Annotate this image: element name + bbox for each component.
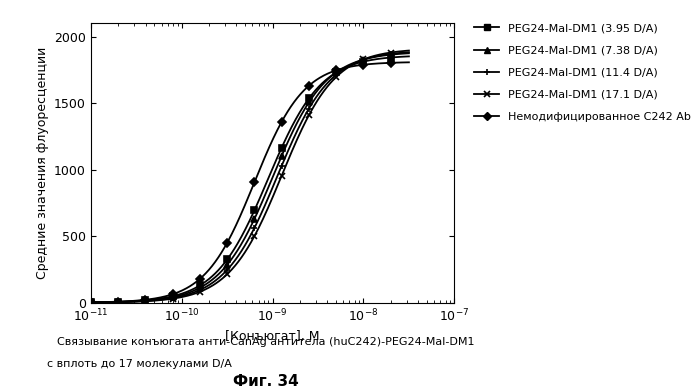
X-axis label: [Конъюгат], М: [Конъюгат], М: [225, 330, 320, 343]
Y-axis label: Средние значения флуоресценции: Средние значения флуоресценции: [36, 47, 48, 279]
Text: с вплоть до 17 молекулами D/A: с вплоть до 17 молекулами D/A: [48, 359, 232, 369]
Legend: PEG24-Mal-DM1 (3.95 D/A), PEG24-Mal-DM1 (7.38 D/A), PEG24-Mal-DM1 (11.4 D/A), PE: PEG24-Mal-DM1 (3.95 D/A), PEG24-Mal-DM1 …: [475, 23, 691, 122]
Text: Связывание конъюгата анти-CanAg антитела (huC242)-PEG24-Mal-DM1: Связывание конъюгата анти-CanAg антитела…: [57, 337, 475, 347]
Text: Фиг. 34: Фиг. 34: [233, 374, 298, 388]
